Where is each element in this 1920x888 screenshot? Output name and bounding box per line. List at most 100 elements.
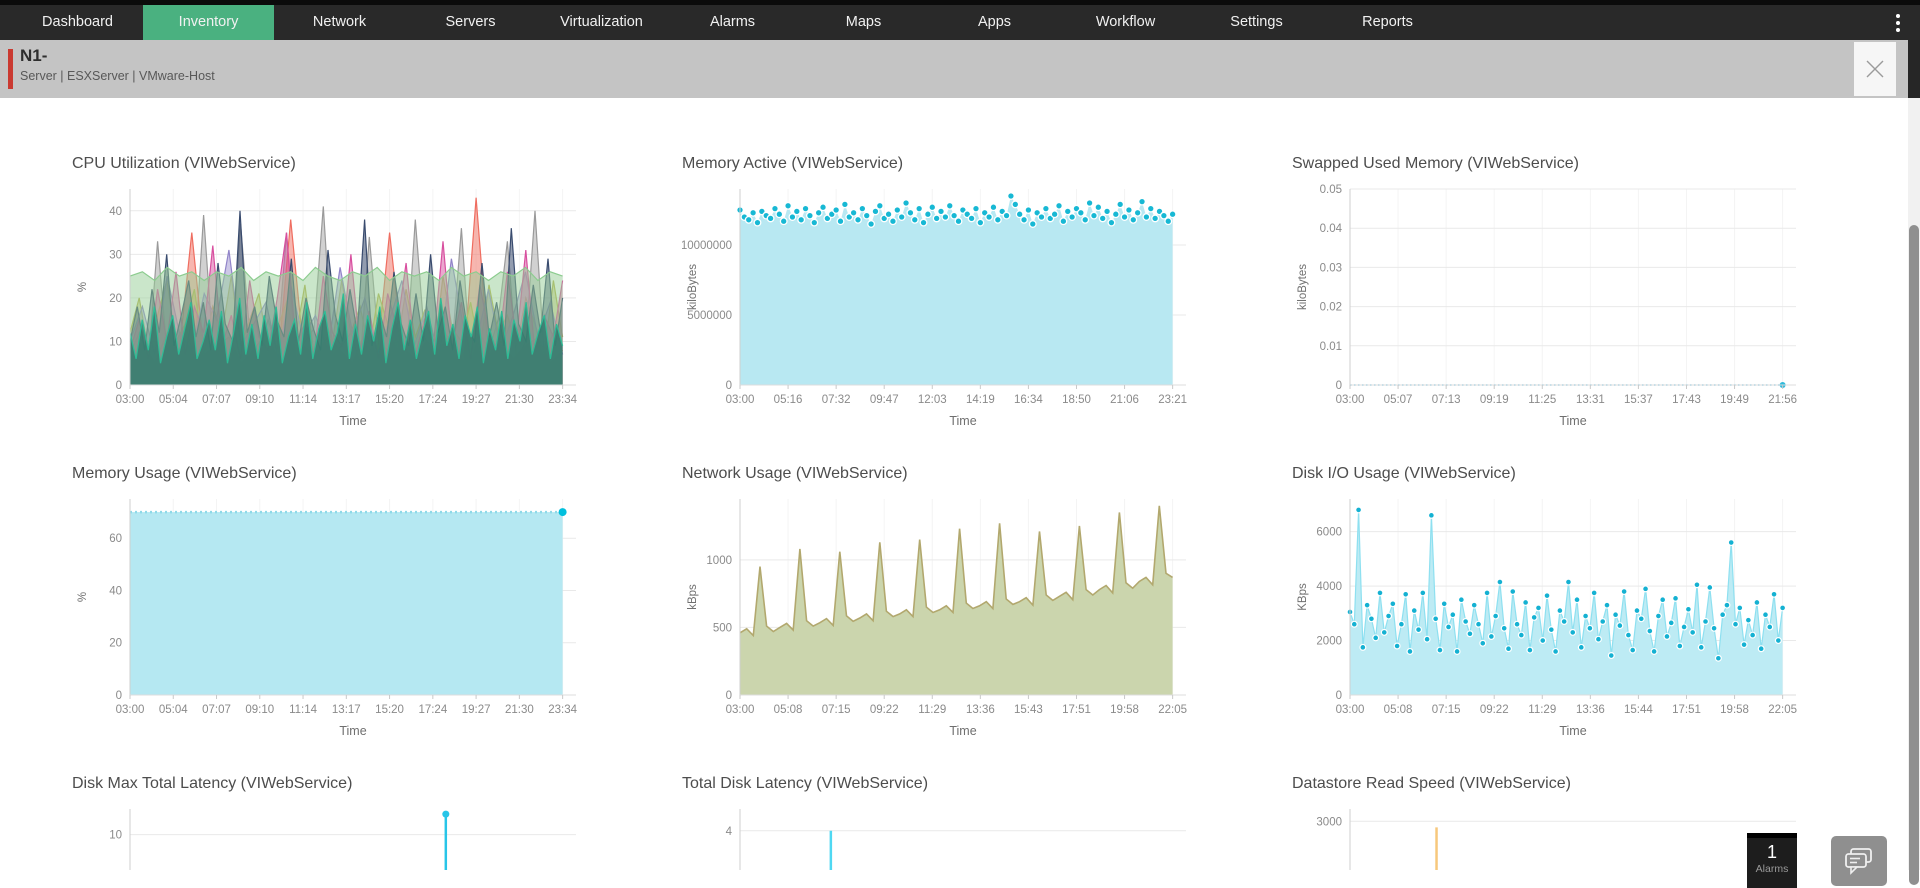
svg-text:09:22: 09:22 [1480,704,1509,716]
svg-text:0: 0 [726,380,732,392]
nav-tab-servers[interactable]: Servers [445,14,496,30]
chat-icon [1845,848,1872,875]
chart-plot: 0 500 1000 03:00 05:08 07:15 09:22 11:29 13:36 15… [687,499,1187,738]
device-header: N1- Server | ESXServer | VMware-Host [0,40,1908,98]
nav-tab-inventory[interactable]: Inventory [143,5,274,40]
nav-tab-workflow[interactable]: Workflow [1095,14,1156,30]
svg-text:09:22: 09:22 [870,704,899,716]
close-button[interactable] [1854,42,1896,96]
svg-text:0: 0 [1336,690,1342,702]
charts-panel: CPU Utilization (VIWebService) 0 10 20 30 40… [0,98,1908,870]
svg-text:%: % [77,282,89,292]
svg-text:07:15: 07:15 [822,704,851,716]
svg-text:14:19: 14:19 [966,394,995,406]
chart-card-4: Network Usage (VIWebService) 0 500 1000 03:… [682,465,1198,739]
svg-text:6000: 6000 [1316,527,1342,539]
svg-text:13:17: 13:17 [332,704,361,716]
svg-text:40: 40 [109,206,122,218]
svg-text:kiloBytes: kiloBytes [1297,264,1309,310]
svg-text:19:49: 19:49 [1720,394,1749,406]
svg-text:22:05: 22:05 [1768,704,1797,716]
svg-text:05:07: 05:07 [1384,394,1413,406]
svg-text:0: 0 [1336,380,1342,392]
nav-tab-dashboard[interactable]: Dashboard [42,14,113,30]
scrollbar-track[interactable] [1908,98,1920,885]
svg-text:13:31: 13:31 [1576,394,1605,406]
svg-text:4: 4 [726,826,733,838]
nav-tab-apps[interactable]: Apps [977,14,1012,30]
svg-text:0: 0 [116,690,122,702]
svg-text:Time: Time [949,724,976,738]
severity-accent-bar [8,49,13,89]
chart-plot: 24 [726,809,1186,870]
chart-plot: 3000 [1316,809,1796,870]
svg-text:17:43: 17:43 [1672,394,1701,406]
svg-text:21:30: 21:30 [505,704,534,716]
svg-text:30: 30 [109,249,122,261]
nav-tab-network[interactable]: Network [312,14,367,30]
chat-button[interactable] [1831,836,1887,886]
svg-text:05:16: 05:16 [774,394,803,406]
svg-text:11:14: 11:14 [289,394,318,406]
chart-card-2: Swapped Used Memory (VIWebService) 0 0.01… [1292,155,1808,429]
svg-text:0.05: 0.05 [1320,184,1342,196]
kebab-menu-icon[interactable] [1888,5,1908,40]
alarm-label: Alarms [1755,863,1789,875]
svg-text:KBps: KBps [1297,583,1309,611]
svg-text:Time: Time [339,724,366,738]
svg-text:0.01: 0.01 [1320,341,1342,353]
nav-tab-settings[interactable]: Settings [1230,14,1283,30]
chart-plot: 0 0.01 0.02 0.03 0.04 0.05 03:00 05:07 07:13 09:1… [1297,184,1797,428]
svg-text:19:27: 19:27 [462,704,491,716]
svg-text:Time: Time [1559,724,1586,738]
svg-text:15:43: 15:43 [1014,704,1043,716]
svg-text:07:15: 07:15 [1432,704,1461,716]
svg-text:40: 40 [109,585,122,597]
chart-title: Memory Active (VIWebService) [682,155,904,172]
scrollbar-corner [1908,40,1920,98]
svg-text:12:03: 12:03 [918,394,947,406]
chart-title: Swapped Used Memory (VIWebService) [1292,155,1579,172]
nav-tab-reports[interactable]: Reports [1362,14,1413,30]
chart-title: Network Usage (VIWebService) [682,465,908,482]
svg-text:0: 0 [726,690,732,702]
svg-text:10: 10 [109,336,122,348]
chart-plot: 0 5000000 10000000 03:00 05:16 07:32 09:47 12:0… [682,189,1187,428]
svg-text:15:20: 15:20 [375,704,404,716]
chart-title: Disk Max Total Latency (VIWebService) [72,775,353,792]
svg-text:0.03: 0.03 [1320,262,1342,274]
svg-text:0: 0 [116,380,122,392]
chart-title: Memory Usage (VIWebService) [72,465,297,482]
chart-plot: 0 10 20 30 40 03:00 05:04 07:07 09:10 11:14 13:17 1… [77,189,578,428]
svg-text:15:44: 15:44 [1624,704,1653,716]
device-title: N1- [20,46,48,65]
svg-text:5000000: 5000000 [687,310,732,322]
scrollbar-thumb[interactable] [1909,225,1919,885]
svg-text:13:17: 13:17 [332,394,361,406]
svg-text:23:34: 23:34 [548,704,577,716]
svg-text:15:37: 15:37 [1624,394,1653,406]
svg-text:13:36: 13:36 [1576,704,1605,716]
svg-text:15:20: 15:20 [375,394,404,406]
chart-card-8: Datastore Read Speed (VIWebService) 3000 [1292,775,1808,870]
svg-text:21:30: 21:30 [505,394,534,406]
svg-text:11:29: 11:29 [1528,704,1556,716]
chart-card-5: Disk I/O Usage (VIWebService) 0 2000 4000 6… [1292,465,1808,739]
svg-text:21:06: 21:06 [1110,394,1139,406]
chart-title: CPU Utilization (VIWebService) [72,155,296,172]
svg-text:13:36: 13:36 [966,704,995,716]
chart-card-7: Total Disk Latency (VIWebService) 24 [682,775,1198,870]
svg-text:03:00: 03:00 [726,704,755,716]
svg-text:16:34: 16:34 [1014,394,1043,406]
svg-text:03:00: 03:00 [1336,704,1365,716]
svg-text:03:00: 03:00 [1336,394,1365,406]
nav-tab-virtualization[interactable]: Virtualization [560,14,643,30]
svg-text:17:51: 17:51 [1672,704,1701,716]
alarms-badge[interactable]: 1 Alarms [1747,833,1797,888]
svg-text:19:27: 19:27 [462,394,491,406]
nav-tab-alarms[interactable]: Alarms [709,14,756,30]
svg-text:11:14: 11:14 [289,704,318,716]
charts-grid: CPU Utilization (VIWebService) 0 10 20 30 40… [0,98,1908,870]
svg-text:11:25: 11:25 [1528,394,1556,406]
nav-tab-maps[interactable]: Maps [845,14,882,30]
